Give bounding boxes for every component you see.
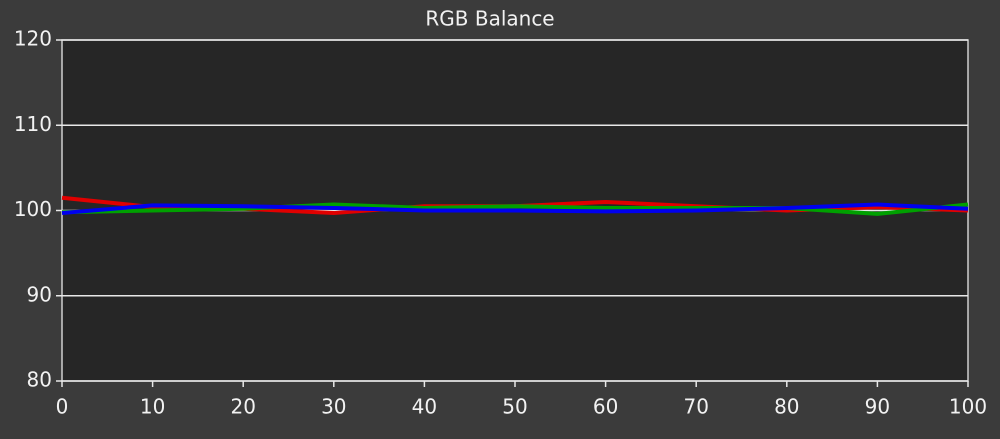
y-tick-label: 120 — [14, 27, 52, 51]
x-tick-label: 80 — [774, 395, 799, 419]
y-tick-label: 100 — [14, 197, 52, 221]
x-tick-label: 50 — [502, 395, 527, 419]
y-tick-label: 110 — [14, 112, 52, 136]
x-tick-label: 100 — [949, 395, 987, 419]
x-tick-label: 70 — [683, 395, 708, 419]
y-tick-label: 90 — [27, 282, 52, 306]
data-line — [61, 202, 969, 216]
x-tick-label: 20 — [230, 395, 255, 419]
x-tick-label: 0 — [56, 395, 69, 419]
x-tick-label: 90 — [865, 395, 890, 419]
y-tick-label: 80 — [27, 368, 52, 392]
chart-title: RGB Balance — [425, 7, 554, 31]
x-tick-label: 60 — [593, 395, 618, 419]
x-tick-label: 30 — [321, 395, 346, 419]
x-tick-label: 40 — [412, 395, 437, 419]
x-tick-label: 10 — [140, 395, 165, 419]
data-line — [61, 202, 969, 216]
